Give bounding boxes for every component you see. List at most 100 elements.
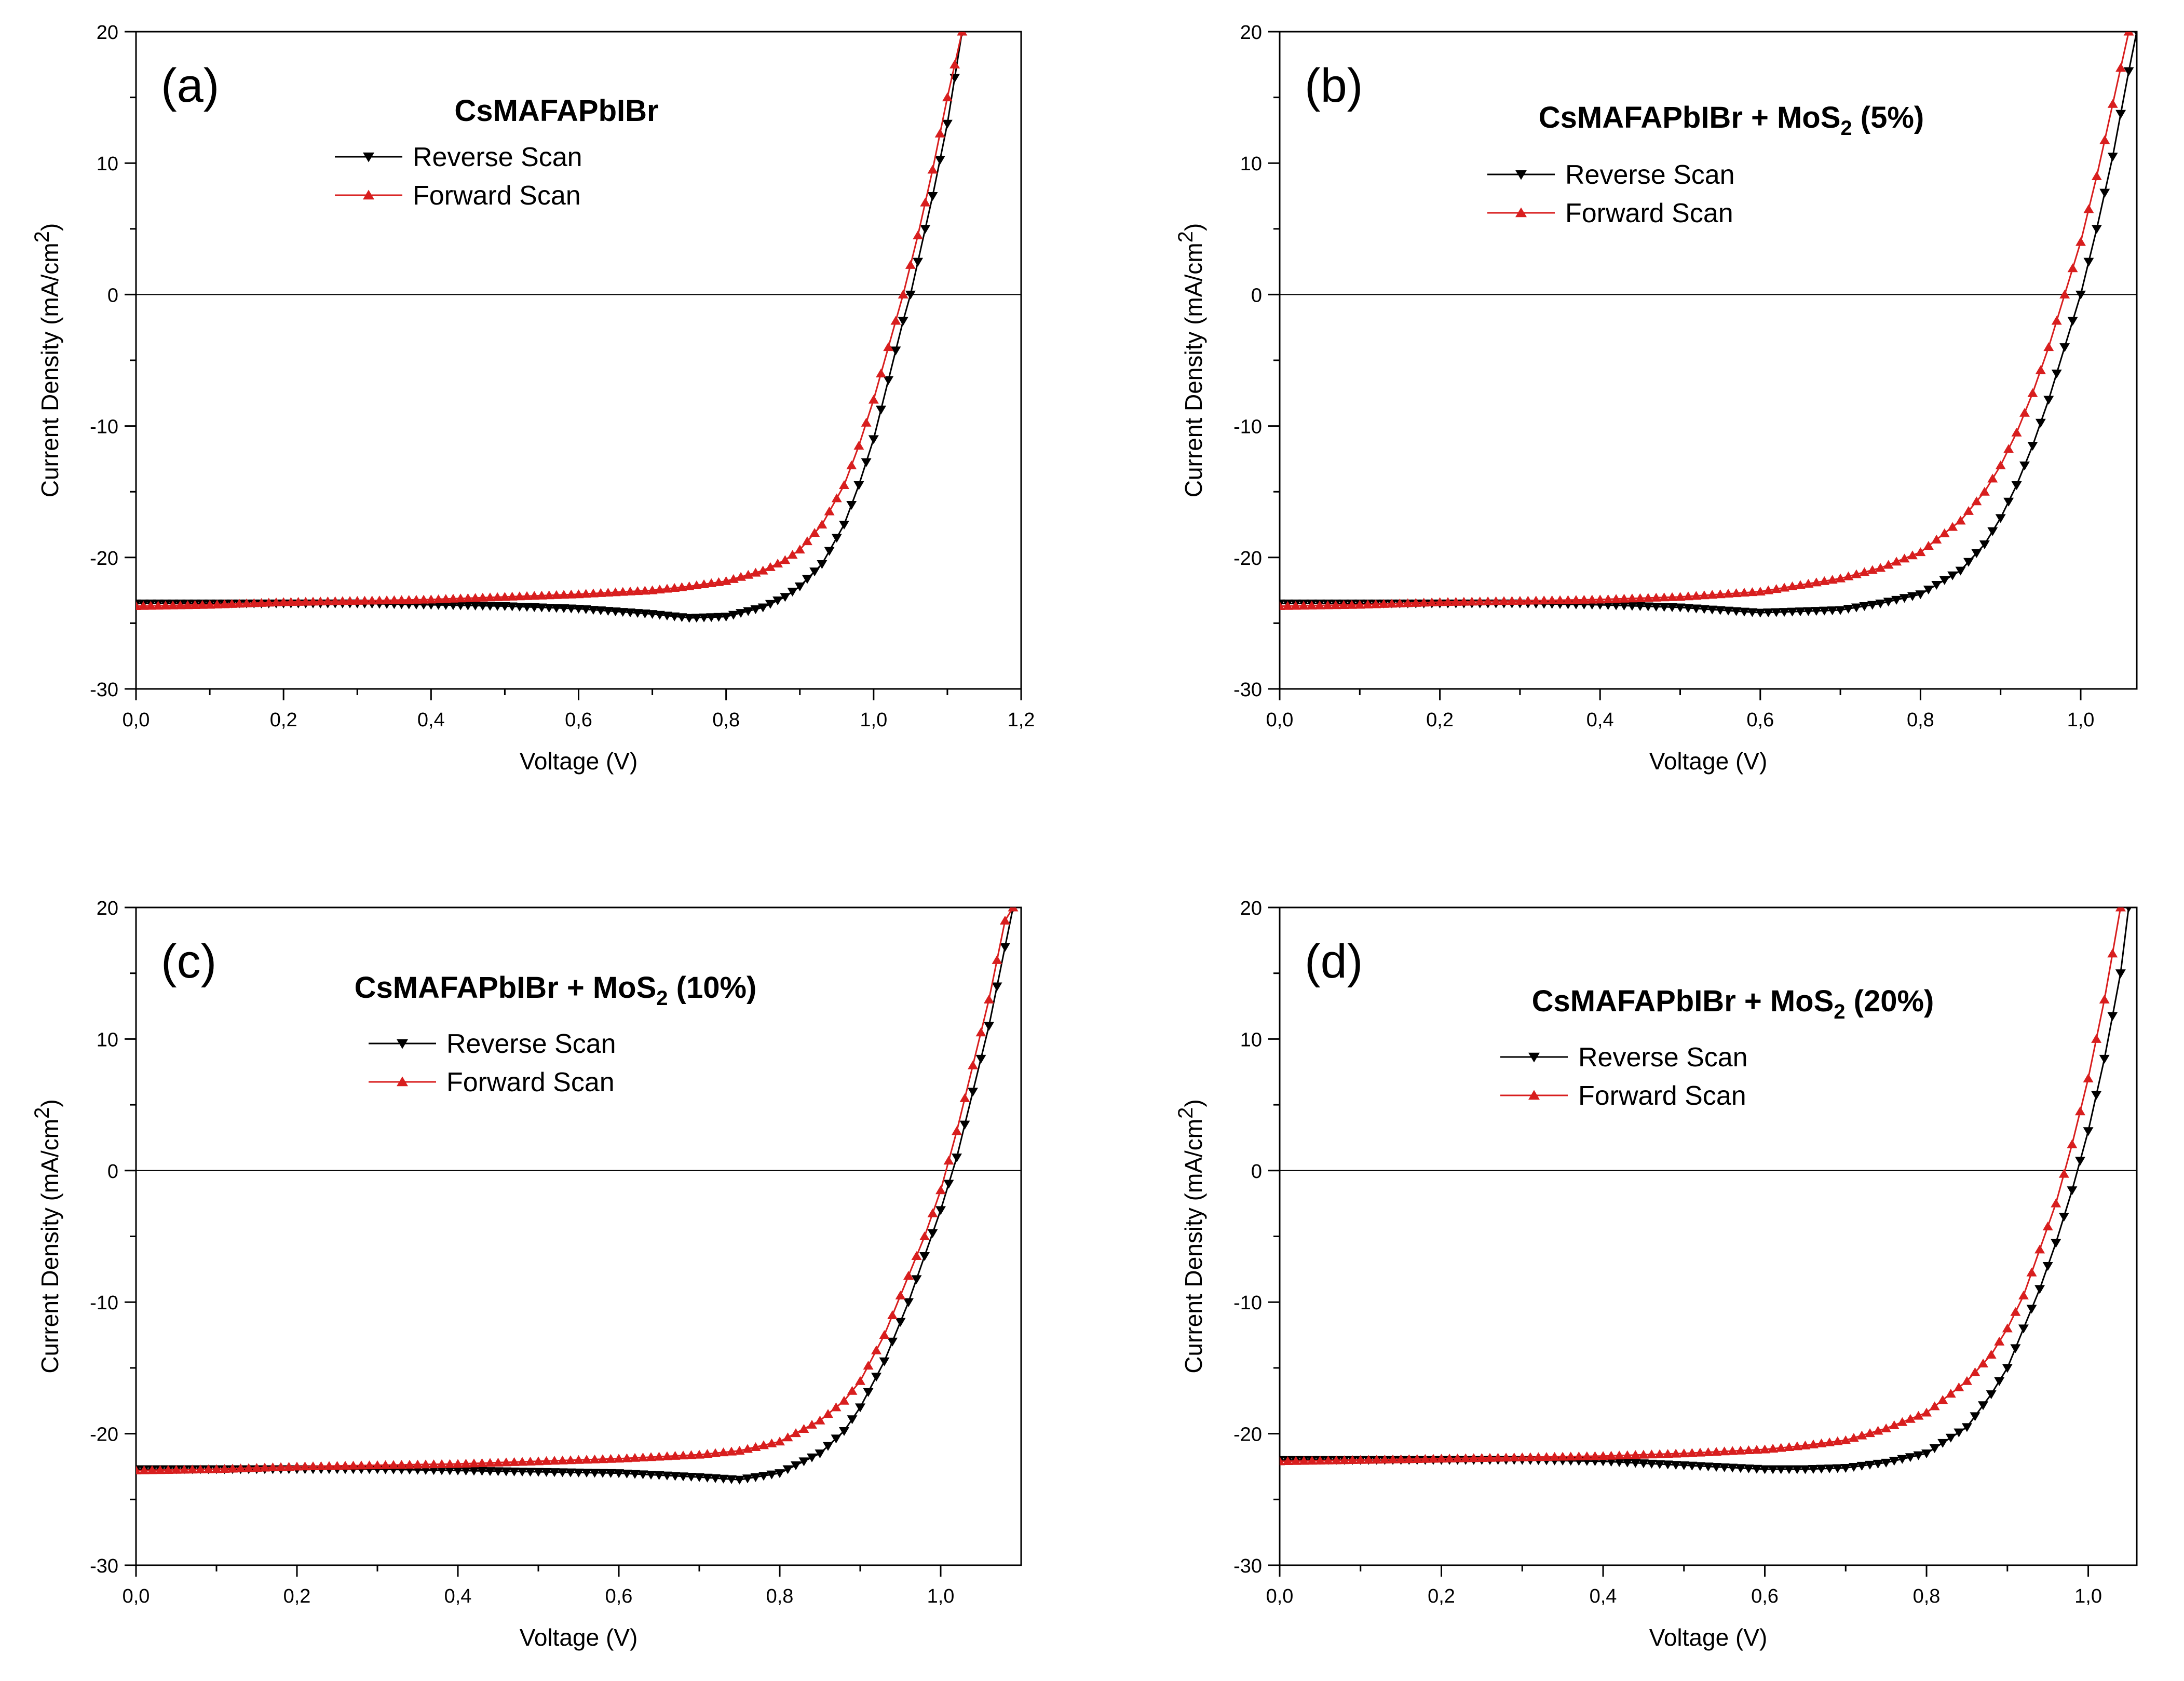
data-point xyxy=(2010,1344,2021,1353)
y-axis-title-superscript: 2 xyxy=(31,231,53,242)
x-tick-label: 0,2 xyxy=(1428,1585,1455,1607)
data-point xyxy=(1803,607,1814,616)
data-point xyxy=(2107,1012,2118,1021)
data-point xyxy=(1418,598,1429,607)
data-point xyxy=(211,1464,222,1473)
data-point xyxy=(1000,915,1010,925)
data-point xyxy=(823,1409,833,1418)
data-point xyxy=(1971,496,1982,506)
data-point xyxy=(1643,593,1653,602)
data-point xyxy=(1808,1439,1819,1448)
data-point xyxy=(332,1461,343,1470)
data-point xyxy=(1800,1465,1811,1474)
data-point xyxy=(640,586,650,595)
data-point xyxy=(153,601,164,610)
data-point xyxy=(1763,585,1774,594)
data-point xyxy=(863,1361,874,1370)
data-point xyxy=(911,1275,922,1284)
data-point xyxy=(1865,1460,1876,1470)
data-point xyxy=(670,1450,681,1460)
data-point xyxy=(2067,317,2078,326)
data-point xyxy=(1715,589,1726,599)
data-point xyxy=(241,598,252,607)
data-point xyxy=(1533,1452,1544,1461)
data-point xyxy=(887,1337,898,1347)
data-point xyxy=(2083,1073,2094,1082)
data-point xyxy=(1331,1455,1342,1465)
data-point xyxy=(861,417,872,427)
data-point xyxy=(1891,595,1902,605)
data-point xyxy=(1598,1451,1609,1460)
legend-label: Forward Scan xyxy=(1578,1081,1746,1111)
data-point xyxy=(1443,597,1454,606)
data-point xyxy=(879,1330,890,1339)
data-point xyxy=(713,577,724,586)
data-point xyxy=(871,1373,881,1382)
data-point xyxy=(676,613,687,622)
data-point xyxy=(1563,595,1573,604)
data-point xyxy=(1771,584,1782,593)
data-point xyxy=(1314,600,1325,609)
data-point xyxy=(911,1251,922,1260)
data-point xyxy=(861,458,872,467)
data-point xyxy=(2011,427,2022,437)
data-point xyxy=(1921,1449,1932,1459)
y-tick-label: -20 xyxy=(90,548,118,570)
data-point xyxy=(1404,1454,1415,1463)
data-point xyxy=(758,1472,769,1481)
data-point xyxy=(453,1459,463,1468)
data-point xyxy=(1643,602,1653,612)
data-point xyxy=(1994,1336,2005,1346)
y-tick-label: 10 xyxy=(1240,153,1262,175)
data-point xyxy=(1931,534,1942,544)
legend-entry-reverse: Reverse Scan xyxy=(1500,1042,1748,1073)
data-point xyxy=(234,599,245,608)
data-point xyxy=(927,1229,938,1238)
data-point xyxy=(2042,1221,2053,1230)
data-point xyxy=(308,597,318,606)
data-point xyxy=(2083,204,2094,213)
data-point xyxy=(286,597,296,606)
data-point xyxy=(573,605,584,614)
data-point xyxy=(927,165,938,174)
data-point xyxy=(263,598,274,607)
data-point xyxy=(2099,135,2110,144)
data-point xyxy=(2107,99,2118,108)
data-point xyxy=(883,342,894,351)
data-point xyxy=(702,1449,713,1458)
data-point xyxy=(226,599,237,608)
data-point xyxy=(702,1473,713,1483)
data-point xyxy=(267,1462,278,1471)
panel-label: (a) xyxy=(161,59,219,112)
data-point xyxy=(1867,565,1878,574)
data-point xyxy=(1787,581,1798,591)
data-point xyxy=(168,600,179,609)
data-point xyxy=(455,601,466,611)
data-point xyxy=(847,1386,858,1395)
data-point xyxy=(477,592,488,602)
data-point xyxy=(887,1310,898,1320)
panel-title: CsMAFAPbIBr + MoS2 (10%) xyxy=(355,971,757,1010)
data-point xyxy=(1970,1412,1980,1421)
data-point xyxy=(669,583,680,592)
x-axis-title: Voltage (V) xyxy=(1649,1624,1768,1651)
y-tick-label: 10 xyxy=(97,1029,118,1051)
y-axis-title-end: ) xyxy=(36,223,63,231)
data-point xyxy=(766,1438,777,1447)
data-point xyxy=(699,613,710,622)
data-point xyxy=(1622,1450,1633,1459)
panel-label: (c) xyxy=(161,935,216,988)
data-point xyxy=(359,595,370,605)
data-point xyxy=(1913,1451,1924,1460)
panel-title-suffix: (10%) xyxy=(668,971,757,1005)
data-point xyxy=(1347,1455,1358,1465)
data-point xyxy=(2034,1244,2045,1254)
data-point xyxy=(1865,1428,1876,1438)
data-point xyxy=(775,1469,785,1479)
data-point xyxy=(507,591,518,601)
data-point xyxy=(514,602,525,612)
data-point xyxy=(1651,602,1662,612)
legend-label: Forward Scan xyxy=(1565,198,1733,228)
data-point xyxy=(757,565,768,575)
data-point xyxy=(1978,1358,1989,1367)
